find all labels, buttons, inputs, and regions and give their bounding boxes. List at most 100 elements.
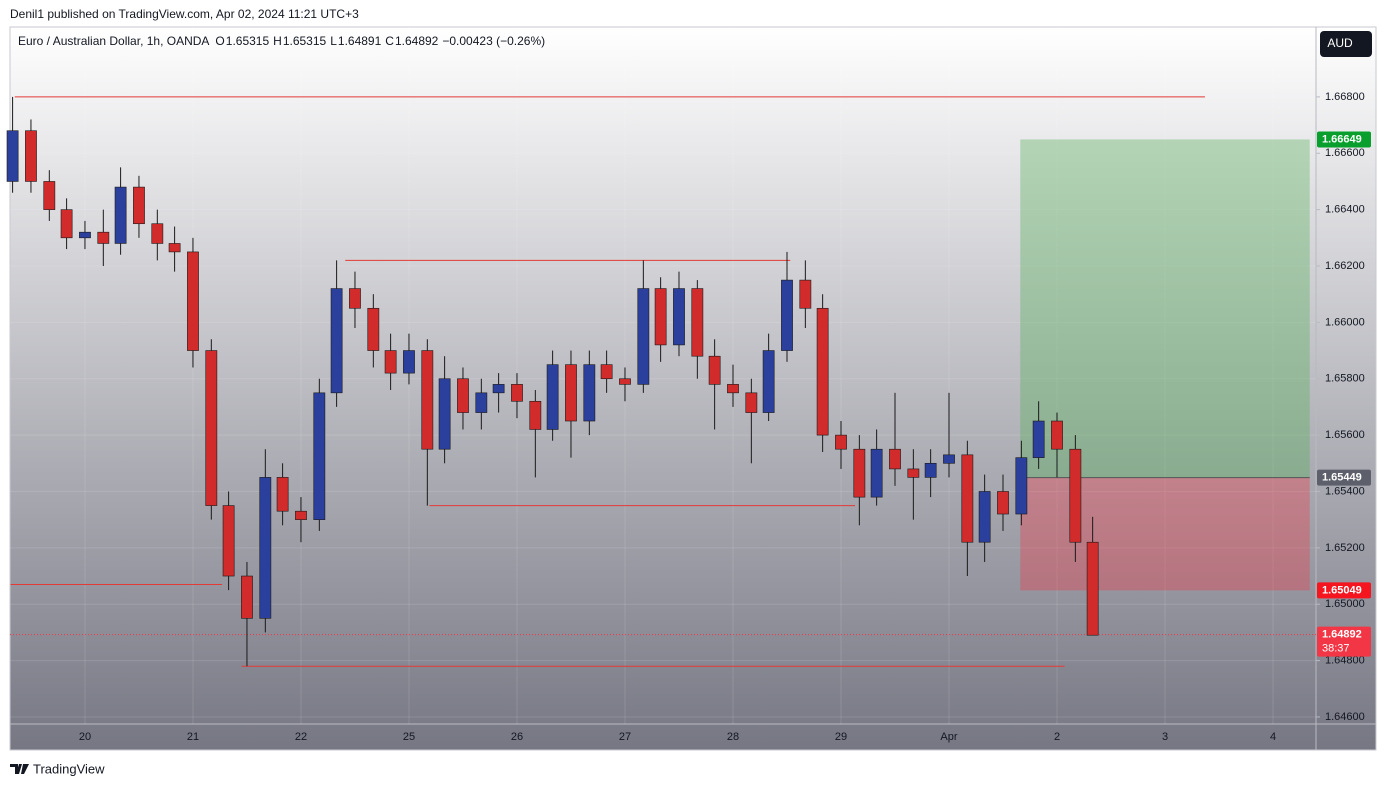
candle-body (691, 288, 704, 357)
candle-body (367, 307, 380, 351)
currency-label[interactable]: AUD (1327, 36, 1353, 50)
candle-body (492, 384, 505, 394)
candle-body (853, 448, 866, 498)
legend-key: C (385, 34, 394, 48)
y-tick-label: 1.66200 (1325, 260, 1365, 272)
candles (6, 96, 1099, 667)
legend-key: O (215, 34, 224, 48)
candle-body (673, 288, 685, 346)
y-tick-label: 1.66400 (1325, 204, 1365, 216)
candle-body (997, 491, 1009, 515)
x-tick-label: 22 (295, 731, 307, 743)
candle-body (43, 181, 56, 210)
legend-value: 1.65315 (283, 34, 327, 48)
y-tick-label: 1.64600 (1325, 711, 1365, 723)
candle-body (276, 477, 289, 512)
y-tick-label: 1.66000 (1325, 316, 1365, 328)
candle-body (25, 130, 37, 182)
candle-body (241, 575, 253, 619)
price-label-box (1317, 626, 1371, 657)
price-label-box (1317, 131, 1371, 148)
loss-zone (1020, 477, 1310, 591)
candle-body (330, 288, 343, 394)
price-label: 1.66649 (1322, 133, 1362, 145)
y-tick-label: 1.66600 (1325, 147, 1365, 159)
candle-body (421, 350, 434, 450)
candle-body (943, 454, 955, 464)
y-tick-label: 1.65800 (1325, 373, 1365, 385)
candle-body (529, 400, 542, 430)
brand-name: TradingView (33, 761, 105, 776)
candle-body (1069, 448, 1082, 543)
legend-key: H (273, 34, 282, 48)
candle-body (1015, 457, 1028, 515)
candle-body (835, 434, 847, 450)
candle-body (6, 130, 19, 182)
y-tick-label: 1.65200 (1325, 542, 1365, 554)
x-tick-label: 3 (1162, 731, 1168, 743)
candle-body (600, 364, 613, 380)
x-tick-label: 29 (835, 731, 847, 743)
candle-body (438, 378, 451, 450)
candle-body (583, 364, 596, 422)
candle-body (475, 392, 488, 413)
candle-body (619, 378, 631, 385)
candle-body (511, 384, 523, 402)
candle-body (349, 288, 361, 309)
candle-body (114, 186, 127, 244)
candle-body (313, 392, 326, 520)
axes: 1.64600 1.64800 1.65000 1.65200 1.65400 1.656… (79, 91, 1371, 743)
legend-change: −0.00423 (−0.26%) (442, 34, 545, 48)
candle-body (961, 454, 974, 543)
candle-body (870, 448, 883, 498)
candle-body (762, 350, 775, 413)
chart-background (9, 26, 1377, 751)
candle-body (1086, 541, 1099, 636)
legend: Euro / Australian Dollar, 1h, OANDA O1.65… (18, 34, 545, 48)
candle-body (799, 279, 812, 309)
candle-body (403, 350, 415, 374)
price-label-box (1317, 469, 1371, 486)
currency-button[interactable] (1320, 31, 1372, 57)
drawings (10, 96, 1316, 667)
candle-body (97, 231, 110, 244)
candle-body (133, 186, 145, 225)
price-label-box (1317, 582, 1371, 599)
candle-body (708, 355, 721, 385)
candle-body (889, 448, 901, 470)
candle-body (924, 462, 937, 478)
candle-body (1032, 420, 1045, 458)
x-tick-label: 28 (727, 731, 739, 743)
y-tick-label: 1.64800 (1325, 654, 1365, 666)
publish-line: Denil1 published on TradingView.com, Apr… (10, 7, 359, 21)
price-label: 1.64892 (1322, 629, 1362, 641)
candle-body (60, 209, 73, 239)
x-tick-label: 26 (511, 731, 523, 743)
candle-body (637, 288, 650, 385)
x-tick-label: 20 (79, 731, 91, 743)
candle-body (295, 510, 307, 520)
price-label: 1.65049 (1322, 584, 1362, 596)
x-tick-label: Apr (940, 731, 957, 743)
legend-value: 1.65315 (226, 34, 270, 48)
logo-icon (10, 764, 29, 774)
candle-body (907, 468, 920, 478)
candle-body (151, 223, 164, 244)
y-tick-label: 1.66800 (1325, 91, 1365, 103)
legend-key: L (330, 34, 337, 48)
candle-body (781, 279, 793, 351)
profit-zone (1020, 139, 1310, 478)
legend-value: 1.64891 (338, 34, 382, 48)
y-tick-label: 1.65600 (1325, 429, 1365, 441)
y-tick-label: 1.65000 (1325, 598, 1365, 610)
tradingview-logo: TradingView (10, 761, 105, 776)
candle-body (654, 288, 667, 346)
candle-body (745, 392, 758, 413)
candle-body (546, 364, 559, 430)
candle-body (1051, 420, 1063, 450)
candle-body (727, 384, 739, 394)
candle-body (79, 231, 91, 239)
x-tick-label: 27 (619, 731, 631, 743)
candle-body (457, 378, 469, 413)
x-tick-label: 4 (1270, 731, 1276, 743)
